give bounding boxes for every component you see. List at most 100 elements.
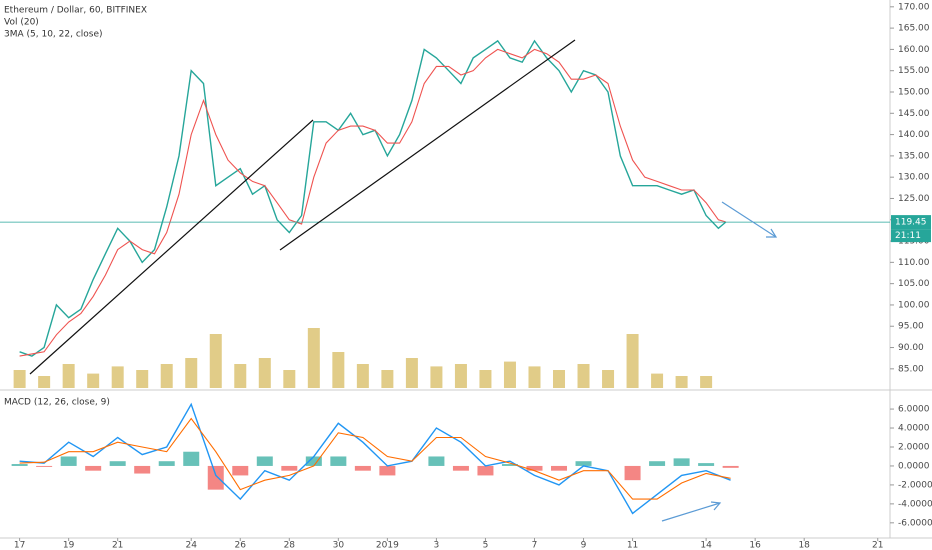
histogram-bar — [281, 465, 298, 471]
volume-bar — [479, 370, 492, 388]
y-tick-label: 135.00 — [898, 151, 930, 161]
histogram-bar — [60, 456, 77, 466]
volume-bar — [13, 370, 26, 388]
y-tick-label: -6.0000 — [898, 518, 932, 528]
histogram-bar — [36, 465, 53, 467]
volume-bar — [675, 376, 688, 388]
x-tick-label: 7 — [532, 541, 538, 550]
histogram-bar — [207, 465, 224, 490]
x-tick-label: 2019 — [376, 541, 399, 550]
histogram-bar — [452, 465, 469, 471]
volume-bar — [283, 370, 296, 388]
trend-line — [29, 119, 314, 375]
x-tick-label: 14 — [700, 541, 712, 550]
y-tick-label: 125.00 — [898, 194, 930, 204]
arrow-head — [710, 501, 722, 511]
x-tick-label: 11 — [627, 541, 638, 550]
volume-bar — [454, 364, 467, 388]
y-tick-label: 4.0000 — [898, 424, 930, 434]
indicator-label: Vol (20) — [4, 18, 39, 28]
chart-title: Ethereum / Dollar, 60, BITFINEX — [4, 6, 147, 16]
y-tick-label: 160.00 — [898, 45, 930, 55]
histogram-bar — [183, 451, 200, 466]
histogram-bar — [477, 465, 494, 476]
arrow-line — [661, 502, 721, 522]
y-tick-label: 95.00 — [898, 322, 924, 332]
y-tick-label: 90.00 — [898, 343, 924, 353]
y-tick-label: 155.00 — [898, 66, 930, 76]
volume-bar — [651, 373, 664, 388]
indicator-label: 3MA (5, 10, 22, close) — [4, 30, 103, 40]
histogram-bar — [673, 458, 690, 466]
histogram-bar — [330, 456, 347, 466]
histogram-bar — [649, 461, 666, 466]
last-price-label: 119.45 — [895, 218, 927, 228]
histogram-bar — [624, 465, 641, 481]
y-tick-label: 145.00 — [898, 109, 930, 119]
volume-bar — [209, 334, 222, 388]
series-line — [19, 417, 731, 500]
y-tick-label: 6.0000 — [898, 405, 930, 415]
series-line — [19, 48, 726, 357]
volume-bar — [381, 370, 394, 388]
y-tick-label: 85.00 — [898, 364, 924, 374]
x-tick-label: 17 — [14, 541, 25, 550]
volume-bar — [160, 364, 173, 388]
y-tick-label: 100.00 — [898, 300, 930, 310]
volume-bar — [258, 358, 271, 388]
volume-bar — [234, 364, 247, 388]
x-tick-label: 30 — [333, 541, 345, 550]
x-tick-label: 3 — [434, 541, 440, 550]
histogram-bar — [354, 465, 371, 471]
y-tick-label: 170.00 — [898, 2, 930, 12]
x-tick-label: 19 — [63, 541, 75, 550]
arrow-head — [766, 228, 778, 238]
histogram-bar — [232, 465, 249, 476]
histogram-bar — [551, 465, 568, 471]
x-tick-label: 16 — [749, 541, 761, 550]
histogram-bar — [134, 465, 151, 474]
volume-bar — [307, 328, 320, 388]
time-left-box — [891, 229, 931, 243]
y-tick-label: -2.0000 — [898, 480, 932, 490]
y-tick-label: 110.00 — [898, 258, 930, 268]
x-tick-label: 9 — [581, 541, 587, 550]
volume-bar — [62, 364, 75, 388]
x-tick-label: 28 — [284, 541, 296, 550]
volume-bar — [136, 370, 149, 388]
volume-bar — [185, 358, 198, 388]
arrow-line — [721, 201, 777, 238]
volume-bar — [626, 334, 639, 388]
x-tick-label: 5 — [483, 541, 489, 550]
y-tick-label: 130.00 — [898, 173, 930, 183]
volume-bar — [111, 366, 124, 388]
volume-bar — [577, 364, 590, 388]
time-left-label: 21:11 — [895, 231, 921, 241]
histogram-bar — [526, 465, 543, 471]
x-tick-label: 26 — [235, 541, 247, 550]
histogram-bar — [256, 456, 273, 466]
volume-bar — [356, 364, 369, 388]
trend-line — [279, 39, 576, 251]
histogram-bar — [109, 461, 126, 466]
volume-bar — [430, 366, 443, 388]
volume-bar — [528, 366, 541, 388]
y-tick-label: 140.00 — [898, 130, 930, 140]
volume-bar — [405, 358, 418, 388]
x-tick-label: 21 — [872, 541, 883, 550]
histogram-bar — [501, 464, 518, 466]
volume-bar — [700, 376, 713, 388]
histogram-bar — [158, 461, 175, 466]
y-tick-label: 2.0000 — [898, 442, 930, 452]
x-tick-label: 21 — [112, 541, 123, 550]
histogram-bar — [428, 456, 445, 466]
y-tick-label: 0.0000 — [898, 461, 930, 471]
volume-bar — [332, 352, 345, 388]
histogram-bar — [305, 456, 322, 466]
histogram-bar — [575, 461, 592, 466]
volume-bar — [503, 361, 516, 388]
y-tick-label: 165.00 — [898, 24, 930, 34]
